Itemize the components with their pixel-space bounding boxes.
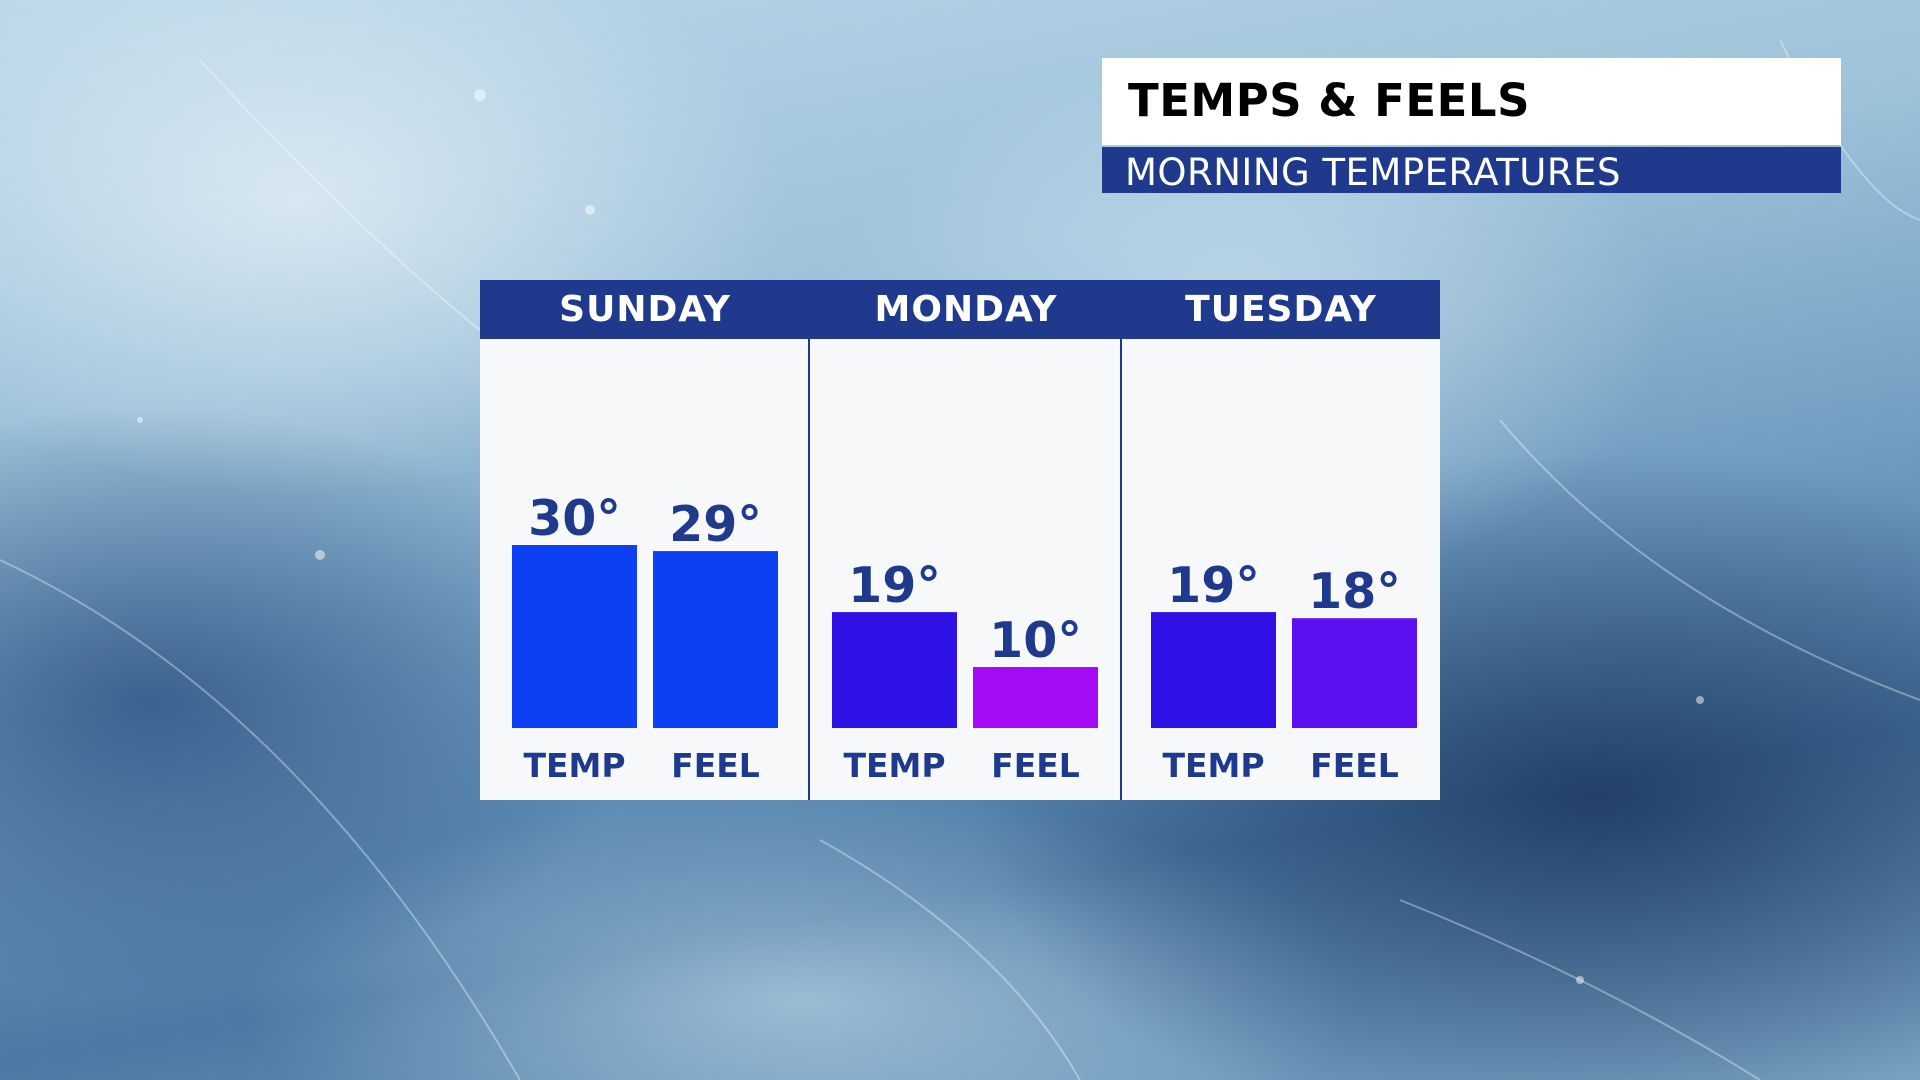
category-label: TEMP [523,746,625,785]
panel-header [480,280,1440,339]
value-label: 19° [1167,557,1260,614]
chart-subtitle: MORNING TEMPERATURES [1125,151,1621,194]
bar-tuesday-temp [1151,612,1276,728]
value-label: 19° [848,557,941,614]
value-label: 18° [1308,563,1401,620]
day-label-tuesday: TUESDAY [1185,289,1377,330]
bar-tuesday-feel [1292,618,1417,728]
category-label: TEMP [1162,746,1264,785]
value-label: 30° [528,490,621,547]
category-label: TEMP [843,746,945,785]
day-label-monday: MONDAY [874,289,1058,330]
column-divider [808,339,810,800]
column-divider [1120,339,1122,800]
bar-monday-feel [973,667,1098,728]
bar-sunday-feel [653,551,778,728]
category-label: FEEL [1310,746,1399,785]
chart-title: TEMPS & FEELS [1128,74,1530,127]
bar-sunday-temp [512,545,637,728]
value-label: 29° [669,496,762,553]
subtitle-box: MORNING TEMPERATURES [1102,147,1841,194]
bar-monday-temp [832,612,957,728]
chart-panel: SUNDAY MONDAY TUESDAY 30° TEMP 29° FEEL 19° T… [480,280,1440,800]
day-label-sunday: SUNDAY [559,289,731,330]
category-label: FEEL [991,746,1080,785]
value-label: 10° [989,612,1082,669]
bar-chart: 30° TEMP 29° FEEL 19° TEMP 10° FEEL 19° TEMP 18° FE… [512,490,1417,785]
category-label: FEEL [671,746,760,785]
title-box: TEMPS & FEELS [1102,58,1841,145]
panel-body [480,339,1440,800]
